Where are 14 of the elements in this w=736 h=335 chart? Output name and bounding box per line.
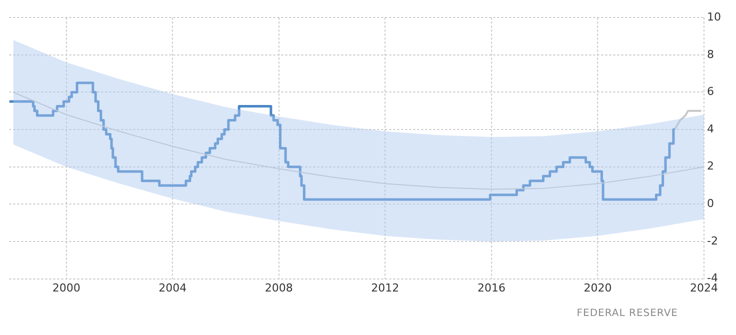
x-tick-label: 2008 [264, 281, 293, 294]
y-tick-label: 0 [707, 197, 714, 210]
text: FEDERAL RESERVE [576, 308, 678, 319]
y-tick-label: 2 [707, 160, 714, 173]
x-tick-label: 2020 [584, 281, 612, 294]
y-tick-label: 8 [707, 48, 714, 61]
x-tick-label: 2016 [477, 281, 506, 294]
y-tick-label: 4 [707, 122, 714, 136]
x-tick-label: 2012 [371, 281, 400, 294]
y-tick-label: 10 [707, 10, 722, 24]
y-tick-label: 6 [707, 85, 714, 98]
x-tick-label: 2004 [158, 281, 187, 294]
y-tick-label: -2 [707, 234, 718, 248]
x-tick-label: 2000 [52, 281, 80, 294]
